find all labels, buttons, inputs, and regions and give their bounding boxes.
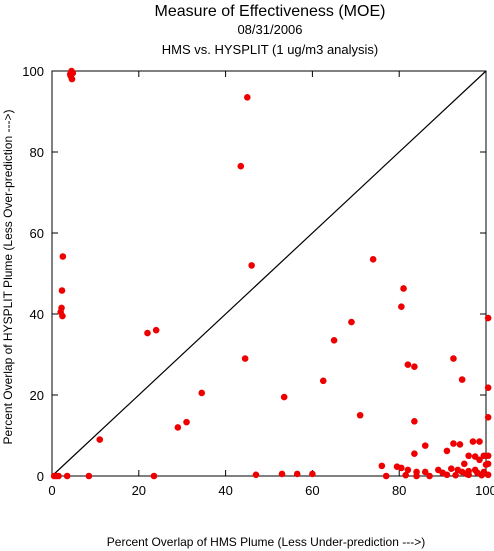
plot-area: 0 20 40 60 80 100 0 20 40 60 80 100	[22, 64, 494, 498]
data-point	[174, 424, 182, 431]
data-point	[252, 471, 260, 479]
data-point	[280, 393, 288, 401]
y-tick-label: 40	[30, 307, 44, 322]
data-point	[59, 253, 67, 260]
data-point	[330, 337, 338, 344]
data-point	[278, 470, 286, 478]
data-point	[484, 314, 492, 322]
data-point	[152, 326, 160, 334]
data-point	[400, 285, 407, 292]
data-points	[50, 67, 492, 480]
data-point	[59, 312, 66, 320]
data-point	[484, 413, 492, 421]
data-point	[241, 355, 249, 362]
plot-frame	[51, 70, 487, 477]
data-point	[96, 436, 104, 443]
x-tick-label: 100	[475, 483, 494, 498]
data-point	[476, 456, 483, 464]
data-point	[484, 471, 492, 479]
data-point	[144, 329, 151, 337]
data-point	[465, 471, 472, 479]
data-point	[465, 452, 472, 460]
data-point	[398, 464, 405, 472]
x-axis-ticks: 0 20 40 60 80 100	[48, 71, 494, 498]
y-axis-label: Percent Overlap of HYSPLIT Plume (Less O…	[1, 110, 15, 445]
chart-analysis-subtitle: HMS vs. HYSPLIT (1 ug/m3 analysis)	[162, 42, 379, 57]
data-point	[404, 361, 412, 368]
y-axis-ticks: 0 20 40 60 80 100	[22, 64, 486, 484]
data-point	[63, 472, 71, 480]
data-point	[309, 470, 316, 478]
data-point	[150, 472, 158, 480]
data-point	[58, 287, 66, 294]
data-point	[66, 70, 74, 78]
data-point	[183, 418, 190, 426]
x-tick-label: 20	[132, 483, 146, 498]
data-point	[319, 377, 327, 385]
y-tick-label: 80	[30, 145, 44, 160]
x-tick-label: 0	[48, 483, 55, 498]
chart-title: Measure of Effectiveness (MOE)	[155, 3, 386, 20]
y-tick-label: 0	[37, 469, 44, 484]
data-point	[443, 447, 451, 455]
x-tick-label: 80	[392, 483, 406, 498]
x-tick-label: 60	[305, 483, 319, 498]
data-point	[452, 471, 459, 479]
data-point	[55, 472, 62, 480]
y-tick-label: 20	[30, 388, 44, 403]
data-point	[478, 471, 485, 479]
y-tick-label: 60	[30, 226, 44, 241]
data-point	[404, 466, 412, 474]
x-axis-label: Percent Overlap of HMS Plume (Less Under…	[107, 535, 425, 549]
data-point	[421, 442, 429, 449]
data-point	[484, 452, 492, 460]
data-point	[458, 376, 466, 383]
data-point	[413, 472, 420, 480]
data-point	[421, 468, 429, 476]
data-point	[476, 438, 483, 445]
data-point	[293, 470, 301, 478]
data-point	[382, 472, 390, 480]
chart-date: 08/31/2006	[237, 22, 302, 37]
data-point	[398, 303, 405, 311]
data-point	[369, 256, 377, 263]
data-point	[450, 355, 457, 362]
data-point	[402, 471, 410, 479]
data-point	[85, 472, 93, 480]
data-point	[469, 438, 477, 445]
data-point	[461, 460, 468, 468]
data-point	[426, 472, 433, 480]
data-point	[447, 465, 455, 473]
data-point	[411, 418, 418, 425]
data-point	[411, 450, 418, 458]
data-point	[248, 262, 255, 269]
data-point	[198, 389, 206, 397]
y-tick-label: 100	[22, 64, 44, 79]
reference-line-one-to-one	[51, 70, 487, 477]
data-point	[378, 462, 386, 470]
data-point	[411, 363, 418, 370]
data-point	[237, 162, 245, 170]
data-point	[450, 440, 457, 447]
data-point	[456, 441, 464, 448]
data-point	[356, 411, 364, 419]
data-point	[443, 471, 451, 479]
x-tick-label: 40	[218, 483, 232, 498]
data-point	[244, 94, 251, 101]
data-point	[482, 461, 490, 468]
data-point	[348, 318, 355, 326]
data-point	[484, 384, 492, 392]
